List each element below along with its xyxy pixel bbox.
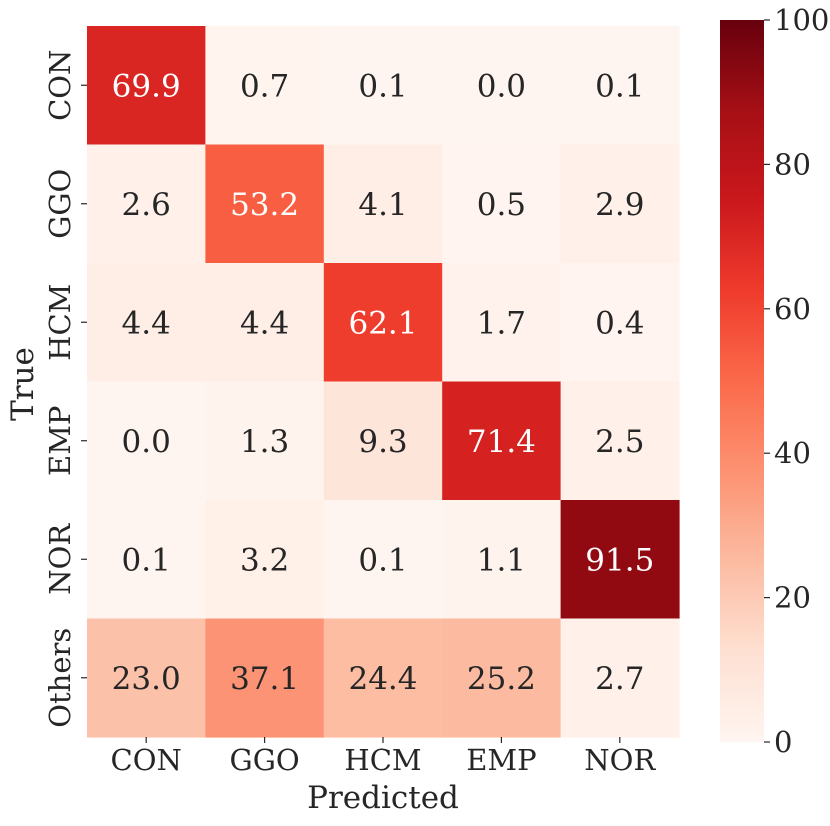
heatmap-cell xyxy=(87,618,206,738)
heatmap-cell xyxy=(87,500,206,620)
colorbar-tick-label: 80 xyxy=(774,147,811,181)
colorbar-tick-label: 0 xyxy=(774,725,792,759)
cell-value-label: 1.3 xyxy=(240,424,289,460)
colorbar-tick-label: 20 xyxy=(774,581,811,615)
cell-value-label: 53.2 xyxy=(230,187,299,223)
heatmap-cell xyxy=(323,263,443,383)
cell-value-label: 0.7 xyxy=(240,68,289,104)
cell-value-label: 4.4 xyxy=(122,305,171,341)
heatmap-cell xyxy=(560,381,680,501)
heatmap-cells: 69.9 0.7 0.1 0.0 0.1 2.6 53.2 4.1 0.5 2.9 4.4 4.4 62… xyxy=(87,26,680,738)
cell-value-label: 4.4 xyxy=(240,305,289,341)
heatmap-cell xyxy=(205,381,325,501)
colorbar-tick-label: 100 xyxy=(774,3,829,37)
cell-value-label: 69.9 xyxy=(112,68,181,104)
cell-value-label: 0.1 xyxy=(358,68,407,104)
y-tick-label: CON xyxy=(43,50,77,121)
cell-value-label: 37.1 xyxy=(230,661,299,697)
heatmap-cell xyxy=(323,500,443,620)
heatmap-cell xyxy=(87,381,206,501)
heatmap-cell xyxy=(442,26,562,146)
heatmap-cell xyxy=(560,500,680,620)
heatmap-cell xyxy=(442,263,562,383)
y-tick-label: GGO xyxy=(43,169,77,239)
heatmap-cell xyxy=(205,500,325,620)
heatmap-cell xyxy=(442,618,562,738)
cell-value-label: 0.4 xyxy=(595,305,644,341)
heatmap-cell xyxy=(205,263,325,383)
y-axis-ticks: CON GGO HCM EMP NOR Others xyxy=(43,50,87,728)
cell-value-label: 2.7 xyxy=(595,661,644,697)
colorbar-tick-label: 60 xyxy=(774,292,811,326)
cell-value-label: 0.5 xyxy=(477,187,526,223)
x-tick-label: EMP xyxy=(466,743,536,777)
heatmap-cell xyxy=(442,144,562,264)
y-tick-label: HCM xyxy=(43,284,77,361)
x-tick-label: CON xyxy=(111,743,182,777)
y-tick-label: NOR xyxy=(43,523,77,595)
heatmap-cell xyxy=(560,26,680,146)
x-tick-label: HCM xyxy=(344,743,421,777)
colorbar-gradient xyxy=(720,20,764,742)
cell-value-label: 4.1 xyxy=(358,187,407,223)
cell-value-label: 0.1 xyxy=(122,542,171,578)
heatmap-cell xyxy=(205,144,325,264)
heatmap-cell xyxy=(560,144,680,264)
x-tick-label: NOR xyxy=(584,743,656,777)
heatmap-cell xyxy=(87,144,206,264)
cell-value-label: 0.1 xyxy=(595,68,644,104)
cell-value-label: 23.0 xyxy=(112,661,181,697)
heatmap-cell xyxy=(560,263,680,383)
cell-value-label: 91.5 xyxy=(585,542,654,578)
x-axis-ticks: CON GGO HCM EMP NOR xyxy=(111,737,656,777)
cell-value-label: 0.1 xyxy=(358,542,407,578)
colorbar-tick-label: 40 xyxy=(774,436,811,470)
cell-value-label: 3.2 xyxy=(240,542,289,578)
cell-value-label: 0.0 xyxy=(122,424,171,460)
cell-value-label: 2.6 xyxy=(122,187,171,223)
cell-value-label: 62.1 xyxy=(348,305,417,341)
heatmap-cell xyxy=(442,500,562,620)
colorbar: 0 20 40 60 80 100 xyxy=(720,3,829,759)
cell-value-label: 2.5 xyxy=(595,424,644,460)
x-axis-title: Predicted xyxy=(307,780,459,816)
heatmap-cell xyxy=(323,26,443,146)
heatmap-cell xyxy=(205,618,325,738)
cell-value-label: 9.3 xyxy=(358,424,407,460)
y-axis-title: True xyxy=(5,347,41,421)
heatmap-cell xyxy=(205,26,325,146)
heatmap-cell xyxy=(442,381,562,501)
x-tick-label: GGO xyxy=(230,743,300,777)
heatmap-cell xyxy=(323,381,443,501)
cell-value-label: 25.2 xyxy=(467,661,536,697)
cell-value-label: 24.4 xyxy=(348,661,417,697)
cell-value-label: 71.4 xyxy=(467,424,536,460)
y-tick-label: Others xyxy=(43,628,77,728)
heatmap-cell xyxy=(323,618,443,738)
heatmap-cell xyxy=(87,26,206,146)
cell-value-label: 1.7 xyxy=(477,305,526,341)
heatmap-cell xyxy=(87,263,206,383)
y-tick-label: EMP xyxy=(43,406,77,476)
heatmap-cell xyxy=(560,618,680,738)
heatmap-cell xyxy=(323,144,443,264)
cell-value-label: 2.9 xyxy=(595,187,644,223)
cell-value-label: 0.0 xyxy=(477,68,526,104)
cell-value-label: 1.1 xyxy=(477,542,526,578)
colorbar-ticks: 0 20 40 60 80 100 xyxy=(764,3,829,759)
